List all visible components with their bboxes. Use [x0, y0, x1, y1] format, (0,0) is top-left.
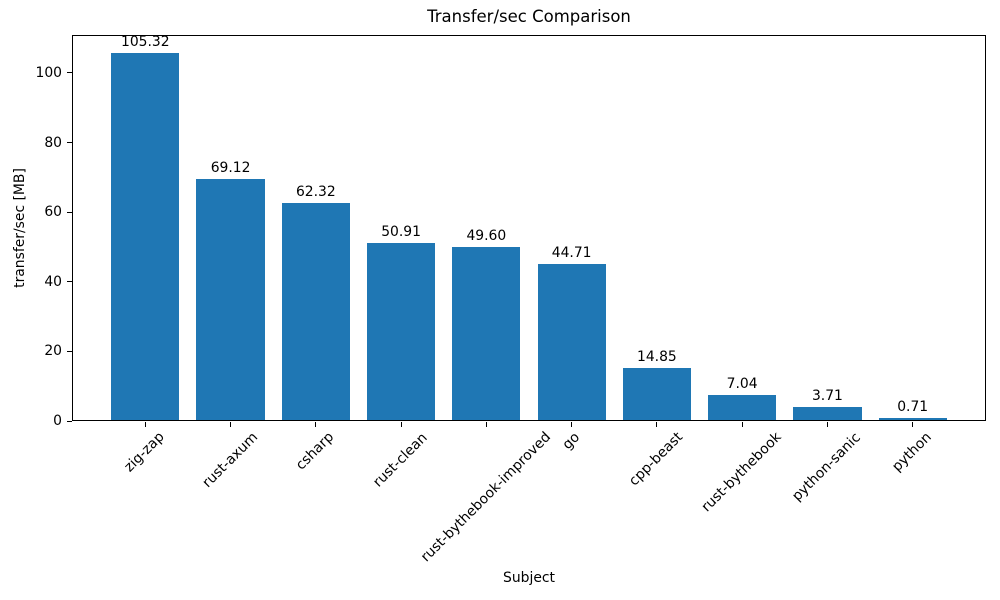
y-tick-label: 80: [44, 134, 62, 151]
y-tick-mark: [67, 142, 72, 144]
bar: [708, 395, 777, 420]
y-tick-mark: [67, 281, 72, 283]
x-tick-mark: [144, 422, 146, 427]
bar: [111, 53, 180, 420]
x-tick-label: python-sanic: [789, 429, 865, 505]
y-tick-label: 100: [35, 64, 62, 81]
bar: [196, 179, 265, 420]
x-tick-label: rust-bythebook-improved: [417, 429, 554, 566]
bar: [537, 264, 606, 420]
bar: [281, 203, 350, 420]
y-tick-mark: [67, 420, 72, 422]
x-tick-label: csharp: [293, 429, 338, 474]
bar-value-label: 3.71: [811, 388, 843, 405]
y-tick-mark: [67, 350, 72, 352]
x-tick-label: rust-bythebook: [698, 429, 785, 516]
y-tick-label: 0: [53, 413, 62, 429]
bar-value-label: 105.32: [121, 34, 170, 51]
bar-value-label: 7.04: [726, 376, 758, 393]
x-tick-mark: [315, 422, 317, 427]
bar-value-label: 62.32: [295, 184, 336, 201]
bar: [878, 417, 947, 420]
y-axis-label: transfer/sec [MB]: [12, 168, 28, 288]
bar: [622, 368, 691, 420]
x-tick-mark: [912, 422, 914, 427]
x-tick-label: zig-zap: [121, 429, 168, 476]
plot-area: [72, 35, 986, 421]
bar: [452, 247, 521, 420]
y-tick-mark: [67, 72, 72, 74]
bar-value-label: 0.71: [897, 398, 929, 415]
bar-value-label: 14.85: [637, 349, 677, 366]
x-tick-label: rust-clean: [370, 429, 431, 490]
bar: [367, 242, 436, 420]
bar-value-label: 44.71: [551, 245, 592, 262]
x-tick-mark: [571, 422, 573, 427]
bar-value-label: 69.12: [210, 160, 251, 177]
y-tick-label: 20: [44, 343, 62, 360]
x-axis-label: Subject: [503, 570, 555, 586]
bar: [793, 407, 862, 420]
y-tick-label: 60: [44, 204, 62, 221]
x-tick-mark: [826, 422, 828, 427]
x-tick-label: python: [889, 429, 935, 476]
x-tick-label: rust-axum: [199, 429, 262, 491]
x-tick-label: cpp-beast: [626, 429, 687, 490]
x-tick-mark: [230, 422, 232, 427]
x-tick-label: go: [559, 429, 584, 453]
x-tick-mark: [656, 422, 658, 427]
x-tick-mark: [485, 422, 487, 427]
x-tick-mark: [400, 422, 402, 427]
bar-value-label: 50.91: [381, 223, 421, 240]
y-tick-label: 40: [44, 273, 62, 290]
bar-value-label: 49.60: [466, 228, 507, 245]
chart-title: Transfer/sec Comparison: [427, 7, 631, 26]
x-tick-mark: [741, 422, 743, 427]
y-tick-mark: [67, 211, 72, 213]
